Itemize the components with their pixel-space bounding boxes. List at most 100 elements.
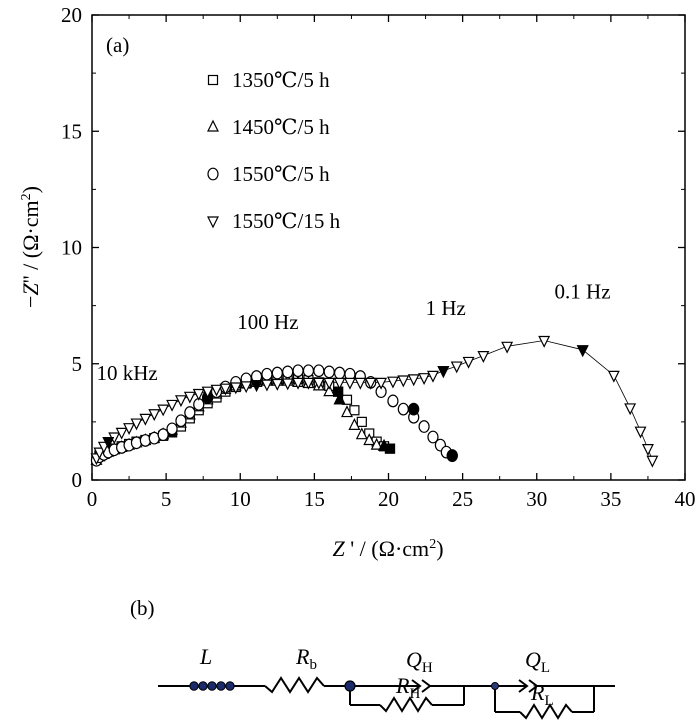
data-point — [607, 370, 620, 383]
data-point — [229, 382, 242, 395]
data-point-filled — [378, 438, 391, 451]
data-point — [323, 365, 335, 379]
data-point — [271, 366, 283, 380]
frequency-label: 1 Hz — [426, 296, 466, 320]
legend: 1350℃/5 h 1450℃/5 h 1550℃/5 h 1550℃/15 h — [207, 68, 341, 233]
data-markers — [90, 335, 659, 468]
data-point — [501, 341, 514, 354]
data-point — [646, 455, 659, 468]
data-point — [333, 377, 346, 390]
data-point-filled — [446, 449, 458, 462]
frequency-label: 10 kHz — [96, 361, 157, 385]
panel-label-b: (b) — [130, 596, 155, 620]
x-tick-label: 25 — [452, 487, 473, 511]
data-point-filled — [102, 437, 115, 449]
data-point — [93, 447, 106, 460]
data-point — [183, 391, 196, 404]
data-point — [364, 377, 377, 390]
data-point — [148, 409, 161, 422]
data-point — [418, 373, 431, 386]
data-point — [397, 375, 410, 388]
label-Rb: Rb — [295, 644, 317, 673]
data-point — [219, 383, 232, 396]
label-RH: RH — [395, 673, 420, 702]
data-point — [333, 366, 346, 380]
resistor-RL — [519, 703, 573, 720]
data-point — [261, 367, 273, 381]
resistor-RH — [379, 696, 433, 713]
data-point — [370, 437, 383, 450]
data-point — [355, 427, 368, 440]
x-tick-label: 30 — [526, 487, 547, 511]
legend-marker — [207, 119, 219, 132]
data-point — [201, 386, 214, 399]
data-point — [115, 427, 128, 440]
label-QL: QL — [525, 647, 550, 676]
y-tick-label: 15 — [61, 119, 82, 143]
frequency-annotations: 10 kHz 100 Hz 1 Hz 0.1 Hz — [96, 280, 610, 385]
data-point — [349, 405, 360, 416]
x-tick-label: 5 — [161, 487, 172, 511]
y-tick-label: 20 — [61, 3, 82, 27]
data-point — [240, 381, 253, 394]
frequency-label: 0.1 Hz — [555, 280, 611, 304]
y-tick-label: 10 — [61, 236, 82, 260]
axis-tick-labels: 0 5 10 15 20 25 30 35 40 0 5 10 15 20 — [61, 3, 696, 511]
data-point — [139, 413, 152, 426]
data-point — [450, 361, 463, 374]
data-point — [363, 433, 376, 446]
data-point — [356, 416, 367, 427]
data-point — [157, 404, 170, 417]
frequency-label: 100 Hz — [237, 310, 298, 334]
x-tick-label: 35 — [600, 487, 621, 511]
data-point — [157, 428, 169, 442]
data-point — [634, 426, 647, 439]
label-L: L — [199, 644, 212, 669]
y-tick-label: 0 — [72, 468, 83, 492]
data-point — [192, 388, 205, 401]
data-point — [624, 403, 637, 416]
data-point-filled — [250, 380, 263, 393]
node-2 — [491, 682, 499, 690]
data-point — [477, 351, 490, 363]
data-point — [130, 418, 143, 431]
data-point — [341, 405, 353, 418]
data-point — [343, 377, 356, 390]
data-point — [323, 377, 336, 390]
data-point — [348, 418, 361, 430]
y-tick-label: 5 — [72, 352, 83, 376]
data-point — [312, 377, 325, 390]
data-point — [292, 364, 304, 378]
legend-marker — [207, 74, 219, 86]
x-tick-label: 0 — [87, 487, 98, 511]
node-1 — [344, 680, 356, 692]
data-point — [418, 420, 430, 433]
impedance-chart: 0 5 10 15 20 25 30 35 40 0 5 10 15 20 (a) Z ' / (Ω·cm… — [18, 3, 696, 561]
data-point — [313, 364, 325, 378]
label-QH: QH — [406, 647, 433, 676]
data-point — [210, 384, 223, 397]
equivalent-circuit: (b) — [130, 596, 615, 720]
data-point — [271, 378, 284, 391]
data-point — [323, 384, 336, 397]
data-point — [375, 377, 388, 390]
data-point — [427, 430, 439, 444]
data-point-filled — [332, 386, 344, 397]
data-point — [174, 395, 187, 408]
label-RL: RL — [530, 680, 554, 709]
data-point-filled — [576, 345, 589, 358]
data-point — [387, 394, 399, 408]
data-point — [538, 335, 551, 348]
data-point — [260, 379, 273, 392]
y-axis-label: −Z'' / (Ω·cm2) — [18, 186, 43, 308]
x-axis-label: Z ' / (Ω·cm2) — [332, 536, 443, 561]
data-point — [354, 377, 367, 390]
legend-marker — [207, 167, 219, 181]
data-point — [397, 402, 409, 416]
data-point — [166, 399, 179, 412]
panel-label-a: (a) — [106, 33, 129, 57]
legend-label: 1550℃/15 h — [232, 209, 341, 233]
x-tick-label: 20 — [378, 487, 399, 511]
legend-label: 1550℃/5 h — [232, 162, 330, 186]
